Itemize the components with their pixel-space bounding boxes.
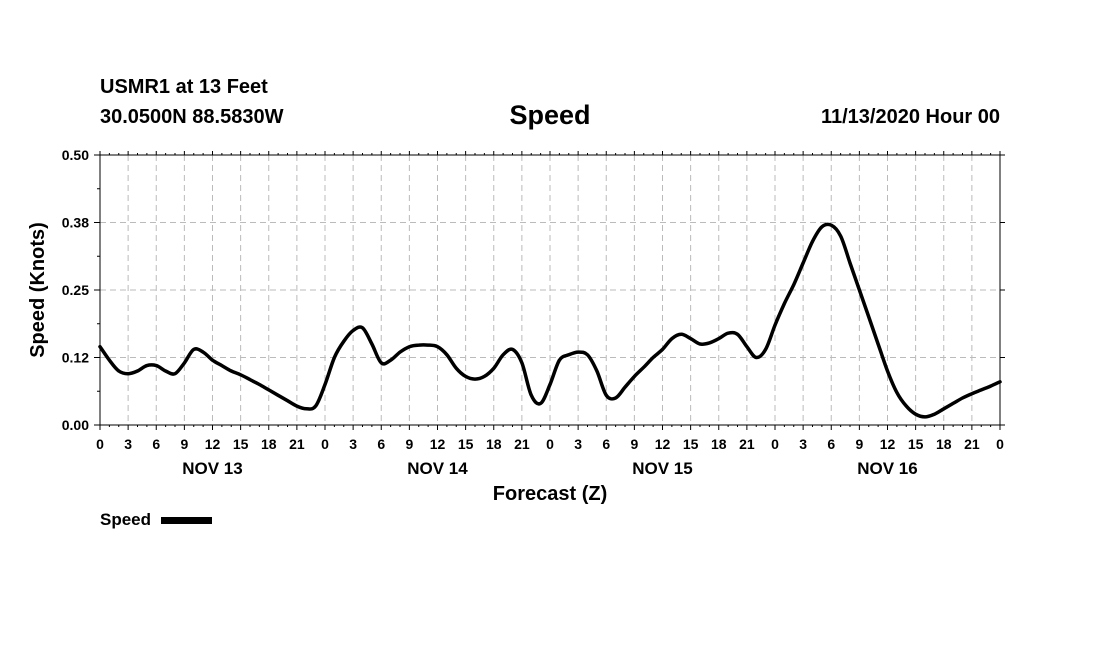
day-label: NOV 14 — [407, 459, 468, 478]
x-tick-label: 21 — [739, 436, 755, 452]
x-tick-label: 0 — [96, 436, 104, 452]
x-tick-label: 18 — [711, 436, 727, 452]
x-tick-label: 12 — [655, 436, 671, 452]
x-tick-label: 6 — [602, 436, 610, 452]
x-tick-label: 18 — [261, 436, 277, 452]
x-tick-label: 0 — [996, 436, 1004, 452]
location-label: 30.0500N 88.5830W — [100, 106, 284, 128]
x-tick-label: 9 — [630, 436, 638, 452]
y-tick-label: 0.38 — [62, 215, 89, 231]
y-tick-label: 0.25 — [62, 282, 89, 298]
x-tick-label: 12 — [430, 436, 446, 452]
day-label: NOV 13 — [182, 459, 242, 478]
x-tick-label: 3 — [799, 436, 807, 452]
day-label: NOV 16 — [857, 459, 917, 478]
axis-ticks — [94, 151, 1005, 430]
x-tick-label: 0 — [321, 436, 329, 452]
axis-labels: 0 3 6 9 12 15 18 21 0 3 6 9 12 15 18 21 0 3 6 9 12 15 18 21 0 3 6 9… — [62, 147, 1004, 478]
station-label: USMR1 at 13 Feet — [100, 76, 268, 98]
x-tick-label: 0 — [771, 436, 779, 452]
x-tick-label: 18 — [936, 436, 952, 452]
x-tick-label: 6 — [152, 436, 160, 452]
x-tick-label: 21 — [964, 436, 980, 452]
y-axis-title: Speed (Knots) — [27, 222, 49, 358]
x-tick-label: 9 — [855, 436, 863, 452]
x-tick-label: 15 — [908, 436, 924, 452]
x-tick-label: 15 — [458, 436, 474, 452]
x-tick-label: 12 — [880, 436, 896, 452]
legend-swatch — [161, 517, 212, 524]
x-tick-label: 6 — [827, 436, 835, 452]
x-tick-label: 12 — [205, 436, 221, 452]
speed-series-line — [98, 222, 1002, 419]
day-label: NOV 15 — [632, 459, 692, 478]
x-tick-label: 0 — [546, 436, 554, 452]
x-tick-label: 21 — [289, 436, 305, 452]
y-tick-label: 0.50 — [62, 147, 89, 163]
y-tick-label: 0.12 — [62, 350, 89, 366]
x-tick-label: 3 — [349, 436, 357, 452]
chart-title: Speed — [509, 100, 591, 130]
x-tick-label: 9 — [180, 436, 188, 452]
legend-label: Speed — [100, 510, 151, 529]
series — [98, 222, 1002, 419]
x-tick-label: 15 — [233, 436, 249, 452]
x-tick-label: 21 — [514, 436, 530, 452]
x-tick-label: 3 — [574, 436, 582, 452]
grid — [100, 155, 1000, 425]
x-tick-label: 15 — [683, 436, 699, 452]
x-tick-label: 18 — [486, 436, 502, 452]
x-tick-label: 3 — [124, 436, 132, 452]
x-tick-label: 6 — [377, 436, 385, 452]
x-tick-label: 9 — [405, 436, 413, 452]
y-tick-label: 0.00 — [62, 417, 89, 433]
datetime-label: 11/13/2020 Hour 00 — [820, 106, 1000, 128]
x-axis-title: Forecast (Z) — [493, 483, 607, 505]
